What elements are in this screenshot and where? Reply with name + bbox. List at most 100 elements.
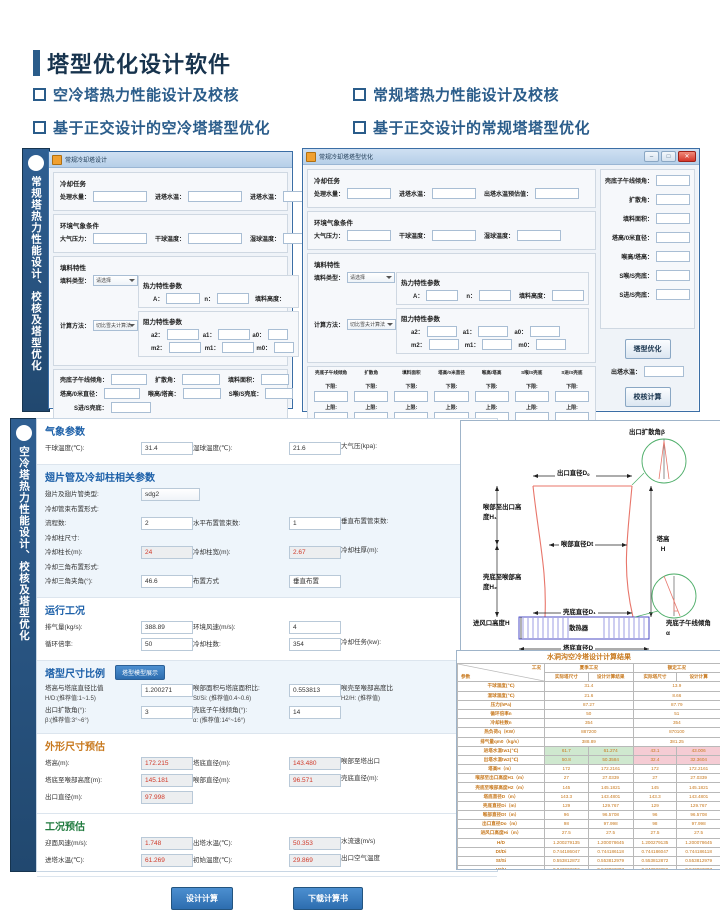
flow-count-input[interactable]: 2: [141, 517, 193, 530]
tower-d0-input[interactable]: [104, 388, 140, 399]
field-throat-ratio[interactable]: 喉高/塔高：: [605, 251, 690, 262]
field-ambient-wind[interactable]: 环境风速(m/s): 4: [193, 621, 341, 634]
field-m2[interactable]: m2：: [151, 342, 201, 353]
minimize-button[interactable]: –: [644, 151, 659, 162]
field-s-throat[interactable]: S喉/S壳底：: [605, 270, 690, 281]
field-st-over-si[interactable]: 喉部面积与塔底面积比: St/Si: (推荐值0.4~0.6) 0.553813: [193, 684, 341, 702]
opt-lower-input[interactable]: [314, 391, 348, 402]
field-column-width[interactable]: 冷却柱宽(m): 2.67: [193, 546, 341, 559]
fill-type-select[interactable]: 请选择: [347, 272, 395, 283]
field-a2[interactable]: a2：: [411, 326, 457, 337]
window-titlebar[interactable]: 常规冷却塔设计: [49, 152, 292, 168]
window-titlebar[interactable]: 常规冷却塔塔型优化 – □ ✕: [303, 149, 699, 165]
layout-mode-input[interactable]: 垂直布置: [289, 575, 341, 588]
field-s-throat[interactable]: S喉/S壳底：: [229, 388, 294, 399]
A-input[interactable]: [166, 293, 200, 304]
field-wet-bulb[interactable]: 湿球温度(℃): 21.6: [193, 442, 341, 455]
field-outlet-temp-est[interactable]: 出塔水温预估值：: [484, 188, 579, 199]
field-method[interactable]: 计算方法： 切比雪夫计算法: [60, 320, 138, 331]
dry-bulb-input[interactable]: [188, 233, 242, 244]
ambient-wind-input[interactable]: 4: [289, 621, 341, 634]
field-m2[interactable]: m2：: [411, 339, 459, 350]
n-input[interactable]: [479, 290, 511, 301]
field-tower-d0[interactable]: 塔高/0米直径：: [60, 388, 140, 399]
field-tower-d0[interactable]: 塔高/0米直径：: [605, 232, 690, 243]
field-method[interactable]: 计算方法： 切比雪夫计算法: [314, 319, 396, 330]
fill-area-input[interactable]: [261, 374, 289, 385]
feature-item-air-cooled-optimize[interactable]: 基于正交设计的空冷塔塔型优化: [33, 117, 353, 138]
field-fin-type[interactable]: 翅片及翅片管类型: sdg2 ▾: [45, 488, 193, 501]
field-fill-area[interactable]: 填料面积：: [228, 374, 289, 385]
field-m0[interactable]: m0：: [256, 342, 294, 353]
m0-input[interactable]: [536, 339, 566, 350]
m2-input[interactable]: [169, 342, 201, 353]
feature-item-conventional-optimize[interactable]: 基于正交设计的常规塔塔型优化: [353, 117, 673, 138]
field-m0[interactable]: m0：: [518, 339, 566, 350]
a2-input[interactable]: [427, 326, 457, 337]
n-input[interactable]: [217, 293, 249, 304]
field-dry-bulb[interactable]: 干球温度(℃): 31.4: [45, 442, 193, 455]
a1-input[interactable]: [218, 329, 250, 340]
water-flow-input[interactable]: [93, 191, 147, 202]
dry-bulb-input[interactable]: [432, 230, 476, 241]
st-over-si-input[interactable]: 0.553813: [289, 684, 341, 697]
field-m1[interactable]: m1：: [465, 339, 513, 350]
window-conventional-design[interactable]: 常规冷却塔设计 冷却任务 处理水量： 进塔水温：: [48, 151, 293, 409]
field-layout-mode[interactable]: 布置方式 垂直布置: [193, 575, 341, 588]
field-throat-ratio[interactable]: 喉高/塔高：: [148, 388, 221, 399]
field-fill-height[interactable]: 填料高度：: [519, 290, 584, 301]
diffuse-angle-input[interactable]: [182, 374, 220, 385]
fin-type-select[interactable]: sdg2: [141, 488, 200, 501]
column-count-input[interactable]: 354: [289, 638, 341, 651]
field-shell-angle[interactable]: 壳底子午线倾角：: [60, 374, 147, 385]
opt-lower-input[interactable]: [555, 391, 589, 402]
field-pressure[interactable]: 大气压力：: [60, 233, 147, 244]
field-circulation-ratio[interactable]: 循环倍率: 50: [45, 638, 193, 651]
field-column-count[interactable]: 冷却柱数: 354: [193, 638, 341, 651]
window-conventional-optimize[interactable]: 常规冷却塔塔型优化 – □ ✕ 冷却任务 处理水量：: [302, 148, 700, 412]
field-fill-type[interactable]: 填料类型： 请选择: [314, 272, 396, 283]
optimize-button[interactable]: 塔型优化: [625, 339, 671, 359]
close-button[interactable]: ✕: [678, 151, 696, 162]
outlet-temp-output[interactable]: [644, 366, 684, 377]
field-exhaust-rate[interactable]: 排气量(kg/s): 388.89: [45, 621, 193, 634]
water-flow-input[interactable]: [347, 188, 391, 199]
field-water-flow[interactable]: 处理水量：: [60, 191, 147, 202]
fill-type-select[interactable]: 请选择: [93, 275, 138, 286]
tower-d0-input[interactable]: [656, 232, 690, 243]
shell-meridian-angle-input[interactable]: 14: [289, 706, 341, 719]
exhaust-rate-input[interactable]: 388.89: [141, 621, 193, 634]
field-wet-bulb[interactable]: 湿球温度：: [484, 230, 561, 241]
check-calc-button[interactable]: 校核计算: [625, 387, 671, 407]
method-select[interactable]: 切比雪夫计算法: [347, 319, 396, 330]
A-input[interactable]: [426, 290, 458, 301]
m1-input[interactable]: [482, 339, 512, 350]
s-throat-input[interactable]: [656, 270, 690, 281]
triangle-angle-input[interactable]: 46.6: [141, 575, 193, 588]
field-diffuse-angle[interactable]: 扩散角：: [605, 194, 690, 205]
inlet-temp-input[interactable]: [432, 188, 476, 199]
a0-input[interactable]: [530, 326, 560, 337]
fill-area-input[interactable]: [656, 213, 690, 224]
m0-input[interactable]: [274, 342, 294, 353]
field-s-in[interactable]: S进/S壳底：: [605, 289, 690, 300]
s-throat-input[interactable]: [265, 388, 293, 399]
field-shell-angle[interactable]: 壳底子午线倾角：: [605, 175, 690, 186]
field-water-flow[interactable]: 处理水量：: [314, 188, 391, 199]
feature-item-conventional-design[interactable]: 常规塔热力性能设计及校核: [353, 84, 673, 105]
field-dry-bulb[interactable]: 干球温度：: [399, 230, 476, 241]
opt-lower-input[interactable]: [434, 391, 468, 402]
field-column-length[interactable]: 冷却柱长(m): 24: [45, 546, 193, 559]
field-A[interactable]: A：: [413, 290, 458, 301]
field-horizontal-bundles[interactable]: 水平布置管束数: 1: [193, 517, 341, 530]
show-model-button[interactable]: 塔型模型展示: [115, 665, 165, 680]
a2-input[interactable]: [167, 329, 199, 340]
s-in-input[interactable]: [656, 289, 690, 300]
field-shell-meridian-angle[interactable]: 壳底子午线倾角(°): α: (推荐值:14°~16°) 14: [193, 706, 341, 724]
field-a1[interactable]: a1：: [463, 326, 509, 337]
opt-lower-input[interactable]: [394, 391, 428, 402]
field-outlet-temp[interactable]: 出塔水温：: [604, 366, 691, 377]
m1-input[interactable]: [222, 342, 254, 353]
field-n[interactable]: n：: [204, 293, 249, 304]
horizontal-bundles-input[interactable]: 1: [289, 517, 341, 530]
